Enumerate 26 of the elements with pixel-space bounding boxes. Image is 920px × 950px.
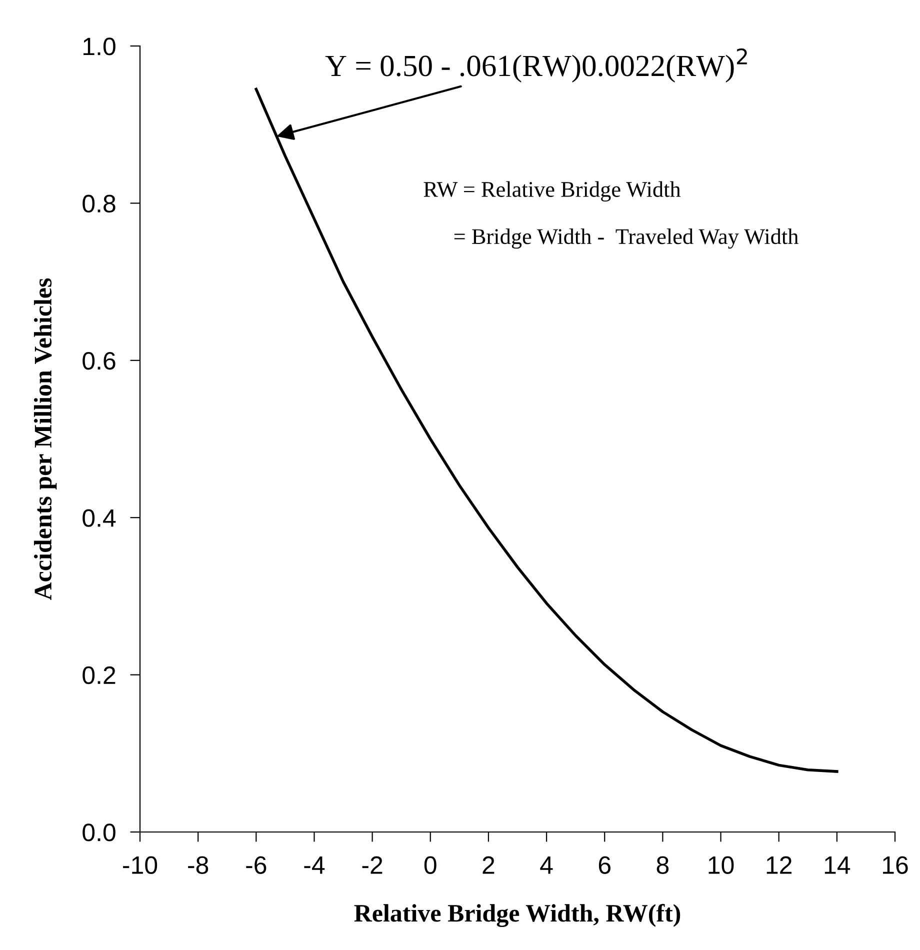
y-tick-label: 1.0 bbox=[84, 38, 116, 56]
line-series bbox=[254, 88, 838, 773]
x-tick-label: -4 bbox=[304, 856, 325, 874]
y-tick-label: 0.8 bbox=[82, 194, 116, 213]
y-axis-title: Accidents per Million Vehicles bbox=[34, 278, 57, 600]
annotation: = Bridge Width - Traveled Way Width bbox=[454, 228, 798, 249]
x-tick-label: -6 bbox=[246, 856, 266, 874]
y-tick-label: 0.6 bbox=[82, 352, 116, 370]
x-tick-label: -10 bbox=[123, 856, 158, 874]
x-tick-label: 12 bbox=[766, 856, 792, 874]
x-tick-label: 14 bbox=[824, 856, 850, 874]
x-tick-label: 8 bbox=[656, 856, 669, 874]
x-tick-label: 6 bbox=[598, 856, 610, 874]
x-tick-label: 2 bbox=[482, 856, 494, 874]
x-tick-label: -2 bbox=[362, 856, 382, 874]
x-axis-title: Relative Bridge Width, RW(ft) bbox=[354, 904, 680, 928]
y-tick-label: 0.4 bbox=[82, 509, 116, 527]
x-tick-label: 16 bbox=[883, 856, 908, 874]
x-tick-label: 4 bbox=[540, 856, 553, 874]
y-tick-label: 0.0 bbox=[82, 824, 116, 842]
annotation: Y = 0.50 - .061(RW)0.0022(RW)$^{2}$ bbox=[325, 48, 747, 82]
x-tick-label: -8 bbox=[188, 856, 208, 874]
y-tick-label: 0.2 bbox=[82, 666, 116, 684]
annotation: RW = Relative Bridge Width bbox=[424, 181, 681, 202]
x-tick-label: 0 bbox=[424, 856, 436, 874]
x-tick-label: 10 bbox=[708, 856, 734, 874]
